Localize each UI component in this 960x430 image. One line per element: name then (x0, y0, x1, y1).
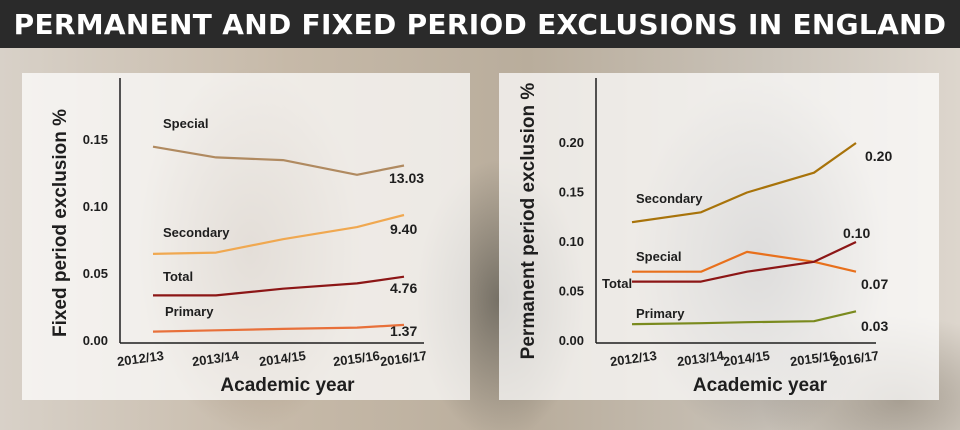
x-tick-label: 2013/14 (676, 348, 725, 370)
end-value-label-secondary: 0.20 (865, 148, 892, 164)
series-line-primary (631, 310, 857, 326)
fixed-period-chart-panel: 0.00 0.05 0.10 0.15 2012/13 2013/14 2014/15 201… (22, 73, 470, 400)
series-line-special (152, 145, 405, 176)
series-line-secondary (631, 142, 857, 224)
end-value-label-total: 4.76 (390, 280, 417, 296)
series-label-primary: Primary (165, 304, 214, 319)
series-label-special: Special (163, 116, 209, 131)
y-tick-label: 0.20 (559, 135, 584, 150)
end-value-label-total: 0.10 (843, 225, 870, 241)
series-label-special: Special (636, 249, 682, 264)
permanent-exclusion-chart-panel: 0.00 0.05 0.10 0.15 0.20 2012/13 2013/14 2014/1… (499, 73, 939, 400)
y-tick-label: 0.10 (83, 199, 108, 214)
series-line-special (632, 250, 857, 273)
series-label-secondary: Secondary (163, 225, 230, 240)
x-tick-label: 2015/16 (332, 348, 381, 369)
series-line-primary (152, 323, 405, 333)
x-axis-title: Academic year (693, 375, 828, 396)
x-tick-label: 2012/13 (116, 348, 165, 369)
end-value-label-special: 0.07 (861, 276, 888, 292)
end-value-label-primary: 1.37 (390, 323, 417, 339)
y-axis-title: Fixed period exclusion % (50, 109, 71, 337)
x-axis-title: Academic year (220, 375, 355, 396)
y-tick-label: 0.00 (83, 333, 108, 348)
x-tick-label: 2015/16 (789, 348, 838, 369)
y-tick-label: 0.15 (559, 185, 584, 200)
fixed-period-exclusion-chart: 0.00 0.05 0.10 0.15 2012/13 2013/14 2014/15 201… (50, 78, 428, 396)
x-tick-label: 2016/17 (831, 348, 880, 369)
y-tick-label: 0.10 (559, 234, 584, 249)
y-tick-label: 0.05 (559, 284, 584, 299)
x-tick-label: 2014/15 (258, 348, 307, 369)
x-tick-label: 2014/15 (722, 348, 771, 369)
series-label-total: Total (602, 276, 632, 291)
y-tick-label: 0.05 (83, 266, 108, 281)
series-line-total (632, 241, 857, 283)
series-label-secondary: Secondary (636, 191, 703, 206)
y-tick-label: 0.15 (83, 132, 108, 147)
end-value-label-secondary: 9.40 (390, 221, 417, 237)
page-title: PERMANENT AND FIXED PERIOD EXCLUSIONS IN… (13, 7, 947, 41)
y-tick-label: 0.00 (559, 333, 584, 348)
series-line-total (153, 275, 405, 297)
end-value-label-special: 13.03 (389, 170, 424, 186)
end-value-label-primary: 0.03 (861, 318, 888, 334)
y-axis-title: Permanent period exclusion % (518, 83, 539, 360)
title-banner: PERMANENT AND FIXED PERIOD EXCLUSIONS IN… (0, 0, 960, 48)
series-label-total: Total (163, 269, 193, 284)
series-line-secondary (152, 213, 405, 255)
x-tick-label: 2016/17 (379, 348, 428, 369)
permanent-exclusion-chart: 0.00 0.05 0.10 0.15 0.20 2012/13 2013/142014/1… (518, 78, 892, 396)
x-tick-label: 2012/13 (609, 348, 658, 369)
x-tick-label: 2013/14 (191, 348, 240, 370)
series-label-primary: Primary (636, 306, 685, 321)
